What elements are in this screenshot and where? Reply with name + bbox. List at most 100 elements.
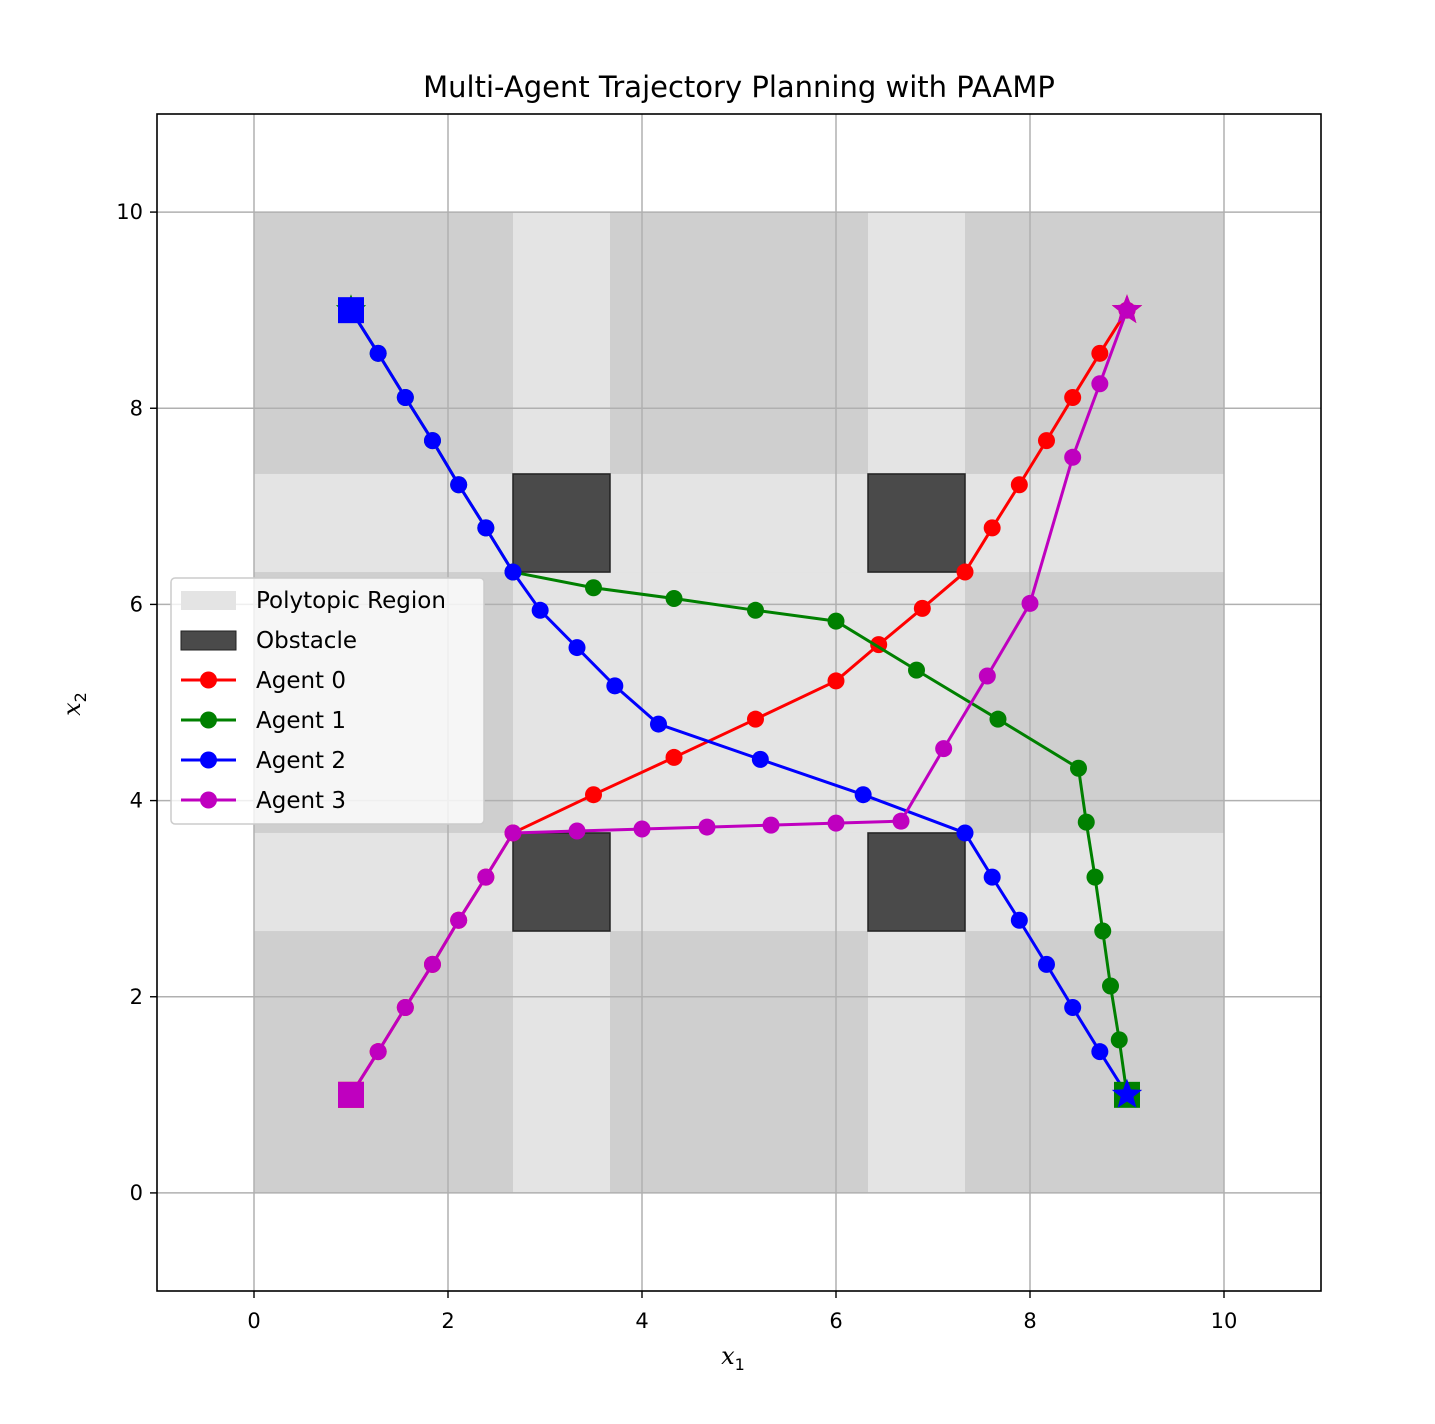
polytopic-region: [254, 832, 1224, 932]
polytopic-region: [254, 473, 1224, 573]
trajectory-point: [983, 868, 1001, 886]
trajectory-point: [892, 812, 910, 830]
trajectory-point: [568, 822, 586, 840]
legend-item: Agent 3: [181, 788, 346, 814]
axes-frame: [156, 113, 1322, 1292]
trajectory-point: [665, 748, 683, 766]
obstacle: [867, 473, 966, 573]
y-tick-label: 2: [130, 985, 143, 1009]
trajectory-point: [450, 476, 468, 494]
trajectory-point: [423, 955, 441, 973]
legend-label: Polytopic Region: [256, 588, 446, 614]
trajectory-point: [585, 786, 602, 804]
trajectory-point: [827, 814, 845, 832]
trajectory-point: [477, 519, 495, 537]
trajectory-point: [1064, 448, 1082, 466]
trajectory-point: [1037, 432, 1055, 450]
trajectory-point: [1064, 388, 1082, 406]
trajectory-point: [978, 667, 996, 685]
trajectory-point: [1037, 955, 1055, 973]
trajectory-point: [983, 519, 1001, 537]
trajectory-line: [349, 309, 1129, 1096]
start-square-marker: [338, 1081, 364, 1108]
trajectory-point: [908, 661, 926, 679]
trajectory-point: [1064, 999, 1082, 1017]
trajectory-point: [989, 710, 1007, 728]
y-tick-label: 8: [130, 396, 143, 420]
plot-area: [156, 113, 1322, 1292]
trajectory-point: [369, 344, 387, 362]
trajectory-point: [396, 388, 414, 406]
trajectory-point: [369, 1043, 387, 1061]
y-tick-label: 6: [130, 592, 143, 616]
polytopic-region: [609, 572, 869, 833]
legend-marker: [200, 791, 217, 809]
legend-label: Agent 3: [256, 788, 346, 814]
trajectory-point: [585, 579, 602, 597]
trajectory-point: [746, 601, 764, 619]
obstacles: [512, 473, 966, 932]
x-tick-label: 8: [1023, 1309, 1036, 1333]
trajectory-point: [1070, 759, 1087, 777]
legend: Polytopic Region Obstacle Agent 0 Agent 1 Ag…: [170, 577, 485, 825]
trajectory-point: [1021, 594, 1039, 612]
legend-label: Agent 1: [256, 708, 346, 734]
chart-title: Multi-Agent Trajectory Planning with PAA…: [423, 70, 1055, 104]
trajectory-point: [504, 563, 522, 581]
trajectory-point: [827, 612, 845, 630]
trajectory-point: [423, 432, 441, 450]
trajectory-point: [396, 999, 414, 1017]
legend-label: Agent 0: [256, 668, 346, 694]
trajectory-point: [751, 750, 769, 768]
trajectory-point: [746, 710, 764, 728]
trajectory-point: [1086, 868, 1104, 886]
x-tick-labels: 0 2 4 6 8 10: [247, 1291, 1237, 1333]
trajectory-point: [606, 677, 624, 695]
trajectory-point: [762, 816, 780, 834]
trajectory-point: [504, 824, 522, 842]
trajectory-point: [1091, 375, 1109, 393]
legend-item: Agent 2: [181, 748, 346, 774]
polytopic-region: [868, 212, 966, 1193]
x-axis-label: x1: [721, 1342, 745, 1374]
trajectory-point: [698, 818, 716, 836]
trajectory-point: [956, 563, 974, 581]
legend-marker: [200, 751, 217, 769]
legend-item: Obstacle: [180, 628, 357, 654]
trajectory-point: [477, 868, 495, 886]
goal-star-marker: [1111, 294, 1143, 324]
polytopic-regions: [254, 212, 1224, 1193]
legend-item: Agent 0: [181, 668, 346, 694]
polytopic-region: [512, 212, 610, 1193]
trajectory-point: [935, 740, 953, 758]
trajectory-point: [956, 824, 974, 842]
y-tick-label: 4: [130, 789, 143, 813]
trajectory-point: [1010, 911, 1028, 929]
x-tick-label: 0: [247, 1309, 260, 1333]
obstacle: [512, 832, 611, 932]
trajectory-point: [1091, 344, 1109, 362]
trajectory-point: [913, 599, 931, 617]
legend-marker: [200, 711, 217, 729]
trajectory-point: [1077, 813, 1095, 831]
legend-item: Agent 1: [181, 708, 346, 734]
trajectory-point: [1110, 1031, 1128, 1049]
y-tick-labels: 0 2 4 6 8 10: [116, 200, 157, 1205]
x-tick-label: 6: [829, 1309, 842, 1333]
trajectory-point: [1102, 977, 1120, 995]
trajectory-point: [531, 601, 549, 619]
x-tick-label: 10: [1211, 1309, 1238, 1333]
legend-marker: [200, 671, 217, 689]
trajectory-point: [649, 715, 667, 733]
trajectory-point: [665, 590, 683, 608]
x-tick-label: 4: [635, 1309, 648, 1333]
endpoint-markers: [335, 294, 1143, 1108]
trajectory-point: [1091, 1043, 1109, 1061]
legend-item: Polytopic Region: [181, 588, 446, 614]
legend-label: Agent 2: [256, 748, 346, 774]
legend-swatch: [181, 591, 236, 610]
goal-star-marker: [1111, 1078, 1143, 1108]
trajectory-point: [568, 639, 586, 657]
trajectory-point: [633, 820, 651, 838]
